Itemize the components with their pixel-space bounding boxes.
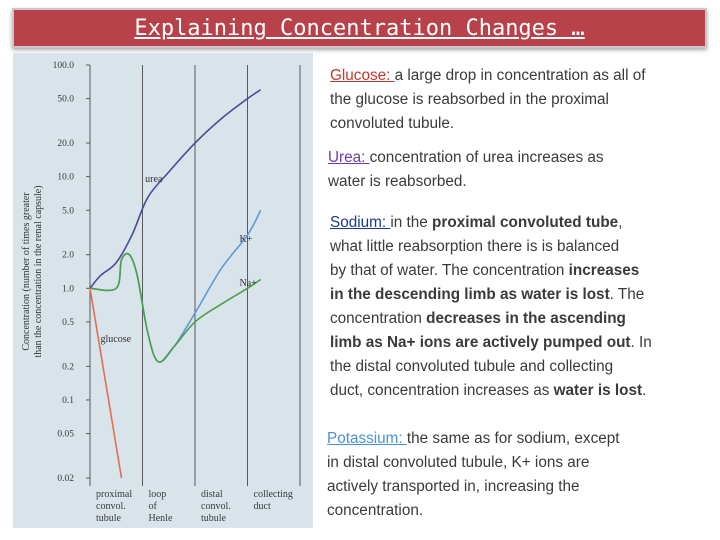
sodium-text: duct, concentration increases as	[330, 382, 554, 399]
sodium-heading: Sodium:	[330, 214, 391, 231]
sodium-text: the distal convoluted tubule and collect…	[330, 358, 614, 375]
potassium-line-4: concentration.	[327, 502, 424, 519]
sodium-text: ,	[618, 214, 623, 231]
slide-title: Explaining Concentration Changes …	[134, 16, 585, 41]
series-line-na	[89, 252, 262, 363]
y-tick-label: 5.0	[62, 206, 74, 216]
sodium-text: concentration	[330, 310, 427, 327]
sodium-text: in the	[390, 214, 433, 231]
y-tick-label: 0.02	[57, 474, 74, 484]
potassium-line-2: in distal convoluted tubule, K+ ions are	[327, 454, 590, 471]
glucose-line-2: the glucose is reabsorbed in the proxima…	[330, 91, 609, 108]
series-label-k: K+	[240, 234, 253, 245]
glucose-block: Glucose: a large drop in concentration a…	[330, 64, 715, 136]
y-tick-label: 100.0	[53, 61, 75, 71]
x-category-label: Henle	[149, 513, 173, 524]
x-category-label: distal	[201, 489, 223, 500]
y-axis-label: Concentration (number of times greater	[21, 192, 32, 351]
sodium-text: by that of water. The concentration	[330, 262, 569, 279]
y-tick-label: 0.1	[62, 396, 74, 406]
x-category-label: convol.	[96, 501, 126, 512]
sodium-bold: water is lost	[553, 382, 643, 399]
series-label-glucose: glucose	[101, 334, 132, 345]
chart-svg: 100.0 50.0 20.0 10.0 5.0 2.0 1.0 0.5 0.2 0.1 0.05 0…	[21, 61, 301, 524]
y-tick-label: 50.0	[57, 95, 74, 105]
urea-line-2: water is reabsorbed.	[328, 173, 467, 190]
potassium-line-3: actively transported in, increasing the	[327, 478, 580, 495]
potassium-block: Potassium: the same as for sodium, excep…	[327, 427, 712, 523]
x-category-label: of	[149, 501, 158, 512]
sodium-bold: limb as Na+ ions are actively pumped out	[330, 334, 631, 351]
sodium-text: . The	[609, 286, 645, 303]
y-tick-label: 0.2	[62, 362, 74, 372]
y-tick-label: 10.0	[57, 173, 74, 183]
sodium-text: what little reabsorption there is is bal…	[330, 238, 620, 255]
y-tick-label: 0.05	[57, 430, 74, 440]
y-tick-label: 20.0	[57, 139, 74, 149]
x-category-label: proximal	[96, 489, 132, 500]
x-category-label: duct	[254, 501, 271, 512]
x-category-label: collecting	[254, 489, 293, 500]
urea-line-1: concentration of urea increases as	[369, 149, 604, 166]
series-label-urea: urea	[145, 174, 163, 185]
concentration-chart: 100.0 50.0 20.0 10.0 5.0 2.0 1.0 0.5 0.2 0.1 0.05 0…	[13, 53, 313, 528]
x-category-label: tubule	[201, 513, 227, 524]
sodium-text: .	[642, 382, 647, 399]
x-category-label: tubule	[96, 513, 122, 524]
glucose-line-3: convoluted tubule.	[330, 115, 455, 132]
series-line-glucose	[89, 288, 123, 479]
x-category-label: loop	[149, 489, 167, 500]
y-axis-label: than the concentration in the renal caps…	[33, 185, 44, 357]
potassium-line-1: the same as for sodium, except	[406, 430, 620, 447]
sodium-block: Sodium: in the proximal convoluted tube,…	[330, 211, 715, 403]
glucose-heading: Glucose:	[330, 67, 395, 84]
sodium-bold: proximal convoluted tube	[432, 214, 619, 231]
urea-block: Urea: concentration of urea increases as…	[328, 146, 713, 194]
x-category-label: convol.	[201, 501, 231, 512]
sodium-text: . In	[630, 334, 652, 351]
y-tick-label: 0.5	[62, 318, 74, 328]
title-bar: Explaining Concentration Changes …	[12, 8, 707, 48]
series-label-na: Na+	[240, 278, 258, 289]
y-tick-label: 1.0	[62, 284, 74, 294]
series-line-urea	[89, 89, 262, 289]
sodium-bold: decreases in the ascending	[426, 310, 626, 327]
sodium-bold: increases	[568, 262, 640, 279]
sodium-bold: in the descending limb as water is lost	[330, 286, 610, 303]
y-tick-label: 2.0	[62, 251, 74, 261]
potassium-heading: Potassium:	[327, 430, 407, 447]
urea-heading: Urea:	[328, 149, 370, 166]
glucose-line-1: a large drop in concentration as all of	[394, 67, 646, 84]
